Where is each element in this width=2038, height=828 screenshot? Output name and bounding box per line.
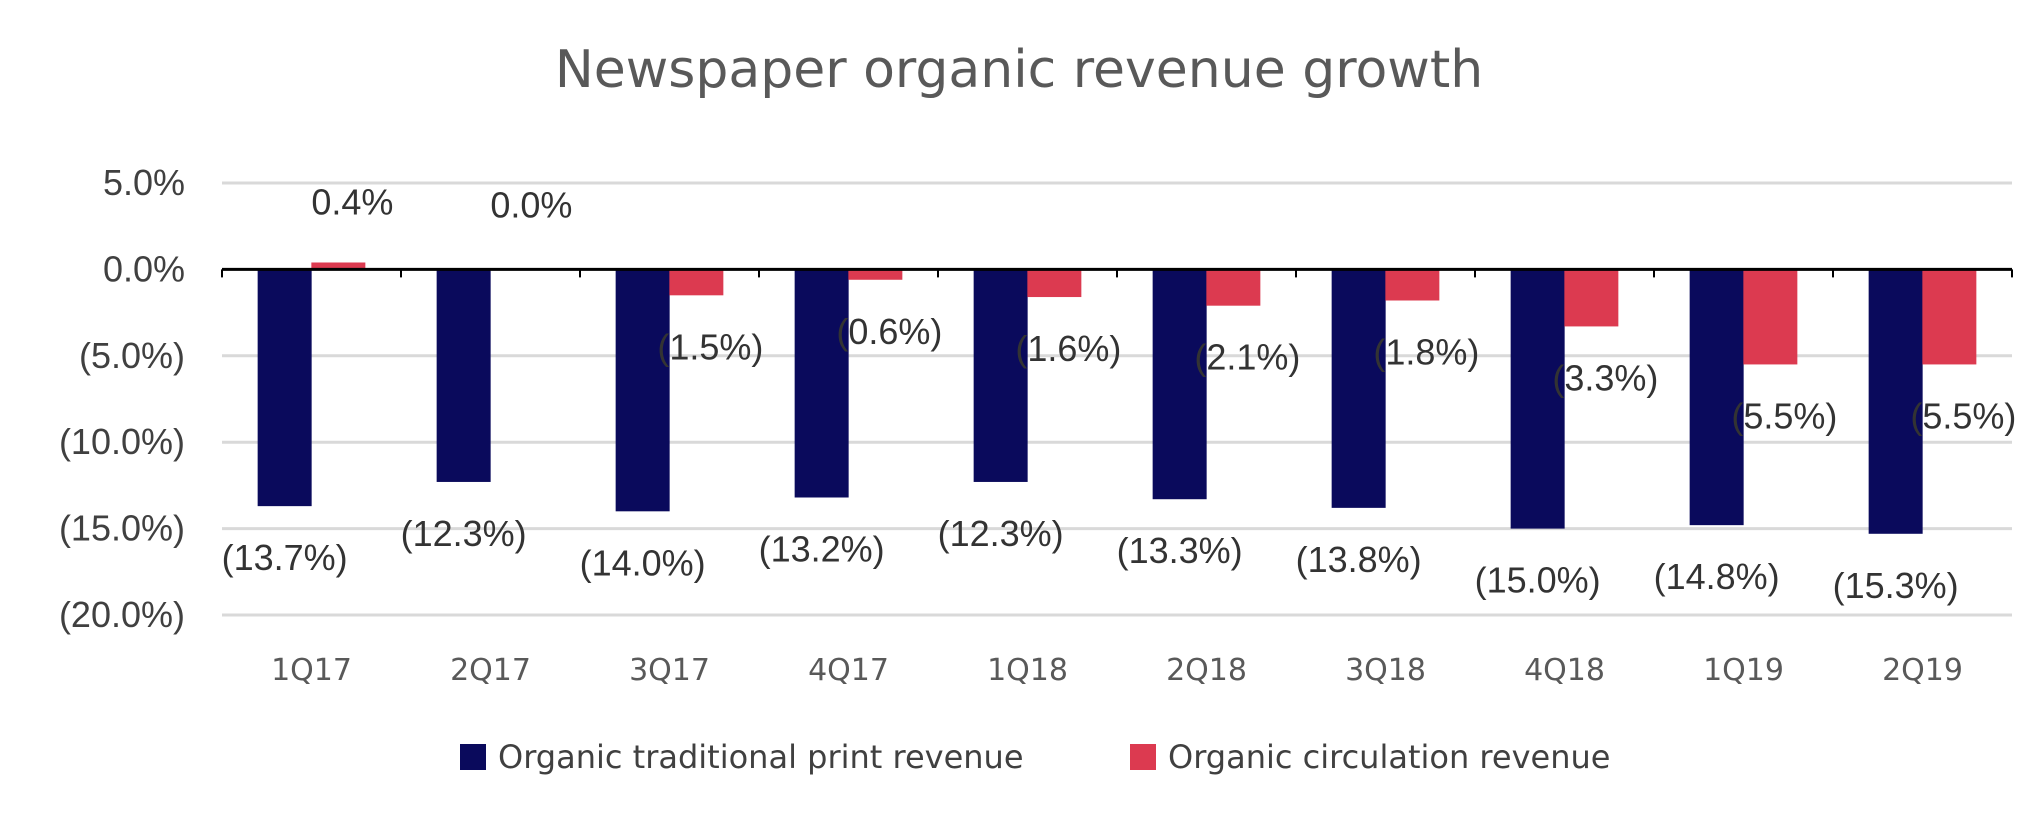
x-tick-label: 2Q17 xyxy=(450,653,531,688)
bar-circulation xyxy=(311,262,366,270)
bar-print xyxy=(973,269,1028,482)
bar-circulation xyxy=(1027,269,1082,298)
bar-print xyxy=(1868,269,1923,534)
data-label: (12.3%) xyxy=(401,513,527,554)
y-tick-label: (15.0%) xyxy=(59,508,185,549)
bar-circulation xyxy=(1385,269,1440,301)
data-label: 0.4% xyxy=(311,181,393,222)
bar-print xyxy=(436,269,491,482)
bar-circulation xyxy=(848,269,903,280)
data-label: (2.1%) xyxy=(1194,337,1300,378)
legend-swatch xyxy=(460,744,486,770)
x-tick-label: 3Q17 xyxy=(629,653,710,688)
bar-circulation xyxy=(669,269,724,296)
bar-print xyxy=(1510,269,1565,529)
data-label: (3.3%) xyxy=(1552,357,1658,398)
y-tick-label: 5.0% xyxy=(103,162,185,203)
x-tick-label: 4Q18 xyxy=(1524,653,1605,688)
legend-swatch xyxy=(1130,744,1156,770)
bar-print xyxy=(794,269,849,498)
x-tick-label: 1Q18 xyxy=(987,653,1068,688)
bar-print xyxy=(257,269,312,507)
x-tick-label: 2Q19 xyxy=(1882,653,1963,688)
y-tick-label: (20.0%) xyxy=(59,594,185,635)
x-tick-label: 1Q19 xyxy=(1703,653,1784,688)
x-tick-label: 4Q17 xyxy=(808,653,889,688)
y-tick-label: (5.0%) xyxy=(79,335,185,376)
bar-print xyxy=(1152,269,1207,500)
data-label: (14.0%) xyxy=(580,542,706,583)
legend-label: Organic traditional print revenue xyxy=(498,738,1024,776)
data-label: (1.6%) xyxy=(1015,328,1121,369)
data-label: (1.5%) xyxy=(657,326,763,367)
bar-circulation xyxy=(1564,269,1619,327)
data-label: (13.8%) xyxy=(1296,539,1422,580)
chart-title: Newspaper organic revenue growth xyxy=(554,40,1484,100)
data-label: (5.5%) xyxy=(1731,395,1837,436)
bar-print xyxy=(1689,269,1744,526)
legend-label: Organic circulation revenue xyxy=(1168,738,1610,776)
data-label: (13.3%) xyxy=(1117,530,1243,571)
x-tick-label: 3Q18 xyxy=(1345,653,1426,688)
data-label: (15.3%) xyxy=(1833,565,1959,606)
data-label: (0.6%) xyxy=(836,311,942,352)
data-label: (15.0%) xyxy=(1475,560,1601,601)
data-label: (13.2%) xyxy=(759,528,885,569)
data-label: (14.8%) xyxy=(1654,556,1780,597)
data-label: (13.7%) xyxy=(222,537,348,578)
bar-circulation xyxy=(1206,269,1261,306)
y-tick-label: 0.0% xyxy=(103,248,185,289)
y-tick-label: (10.0%) xyxy=(59,421,185,462)
bar-circulation xyxy=(1743,269,1798,365)
data-label: 0.0% xyxy=(490,184,572,225)
bar-circulation xyxy=(1922,269,1977,365)
x-tick-label: 1Q17 xyxy=(271,653,352,688)
data-label: (5.5%) xyxy=(1910,395,2016,436)
bar-print xyxy=(615,269,670,512)
bar-print xyxy=(1331,269,1386,508)
data-label: (1.8%) xyxy=(1373,332,1479,373)
data-label: (12.3%) xyxy=(938,513,1064,554)
x-tick-label: 2Q18 xyxy=(1166,653,1247,688)
